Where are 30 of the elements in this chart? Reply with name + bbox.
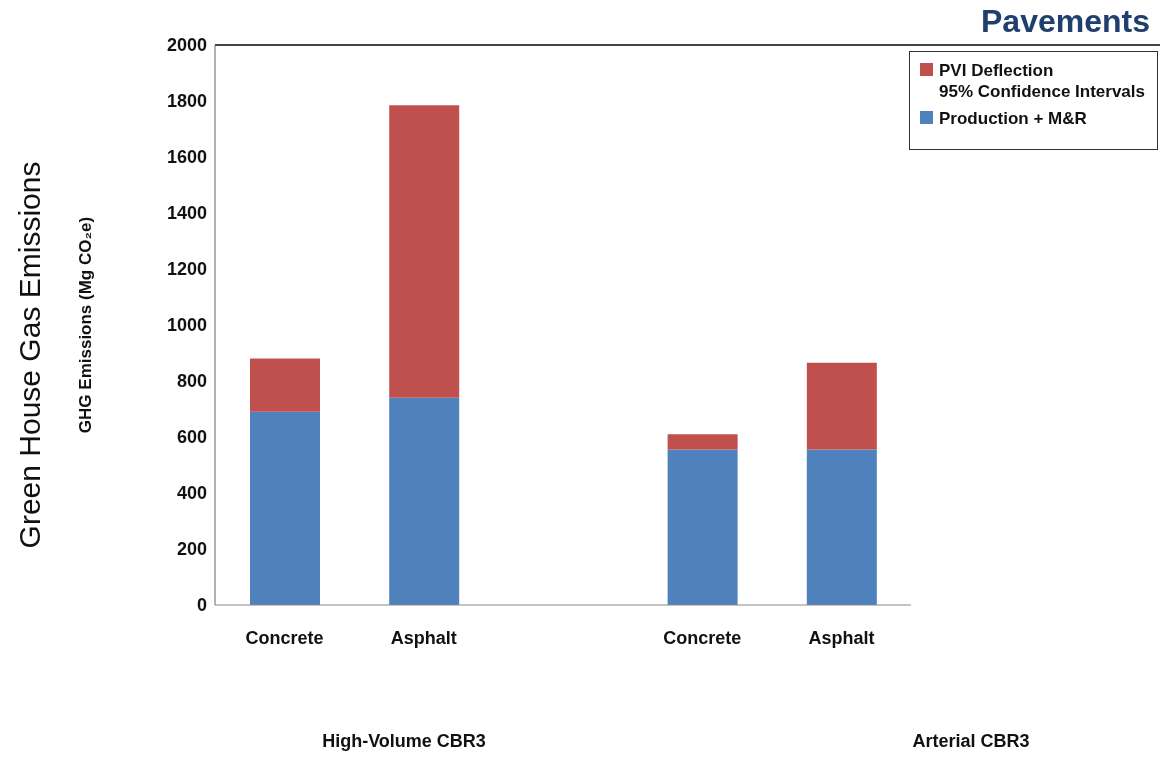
legend-label: PVI Deflection 95% Confidence Intervals: [939, 60, 1145, 102]
bar: [806, 362, 877, 450]
y-tick-label: 0: [196, 595, 207, 616]
y-tick-label: 1000: [166, 315, 207, 336]
x-tick-label: Asphalt: [808, 627, 875, 648]
x-tick-label: Asphalt: [390, 627, 457, 648]
bar: [389, 397, 460, 605]
y-tick-label: 2000: [166, 35, 207, 56]
text: Green House Gas Emissions: [13, 161, 46, 549]
bar: [250, 411, 320, 605]
text: Arterial CBR3: [912, 731, 1030, 751]
bar: [250, 358, 320, 412]
legend-label: Production + M&R: [939, 108, 1087, 129]
y-tick-label: 1800: [166, 91, 207, 112]
y-tick-label: 200: [176, 539, 207, 560]
y-tick-label: 1200: [166, 259, 207, 280]
bar: [667, 449, 738, 605]
text: High-Volume CBR3: [322, 731, 486, 751]
bar: [667, 434, 738, 450]
text: Pavements: [981, 3, 1150, 39]
y-tick-label: 400: [176, 483, 207, 504]
bar: [806, 449, 877, 605]
y-tick-label: 1400: [166, 203, 207, 224]
x-tick-label: Concrete: [245, 627, 324, 648]
y-tick-label: 800: [176, 371, 207, 392]
bar: [389, 105, 460, 398]
y-tick-label: 600: [176, 427, 207, 448]
y-axis-title: GHG Emissions (Mg CO₂e): [76, 216, 96, 434]
x-tick-label: Concrete: [663, 627, 742, 648]
y-tick-label: 1600: [166, 147, 207, 168]
